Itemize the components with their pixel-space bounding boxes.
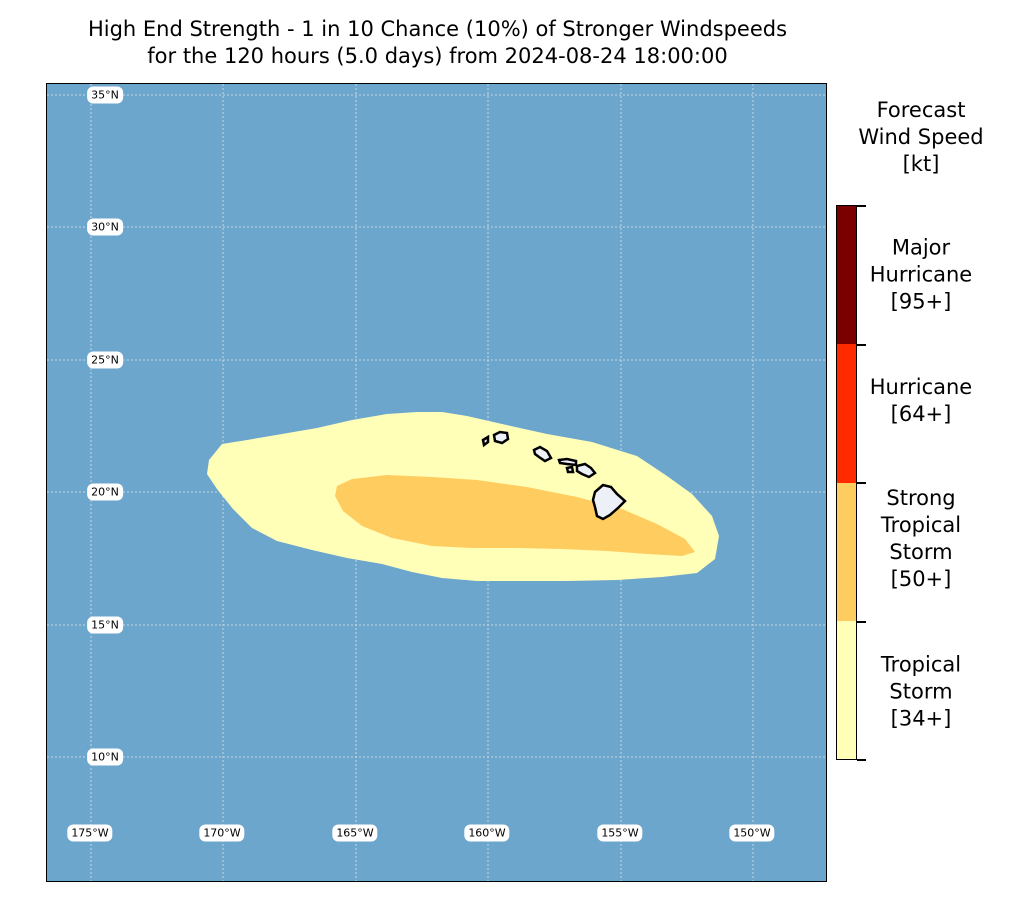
colorbar-title-line-3: [kt] [902,152,940,176]
lon-label-150w: 150°W [729,824,775,842]
colorbar-title-line-2: Wind Speed [858,125,984,149]
colorbar-title-line-1: Forecast [876,98,966,122]
title-line-2: for the 120 hours (5.0 days) from 2024-0… [147,44,728,68]
lat-label-35n: 35°N [87,86,123,104]
strong-tropical-storm-swath [335,475,695,556]
title-line-1: High End Strength - 1 in 10 Chance (10%)… [87,17,788,41]
lat-label-15n: 15°N [87,616,123,634]
colorbar-label-major-hurricane: Major Hurricane [95+] [869,235,973,314]
island-kauai [492,430,510,445]
colorbar-tick [857,482,866,484]
colorbar-segment-hurricane [837,344,856,483]
colorbar-segment-tropical-storm [837,620,856,759]
island-lanai [565,465,575,474]
colorbar-segment-major-hurricane [837,206,856,345]
colorbar [836,205,857,760]
map-title: High End Strength - 1 in 10 Chance (10%)… [0,16,875,70]
colorbar-label-hurricane: Hurricane [64+] [869,375,973,426]
island-maui [575,462,597,479]
colorbar-tick [857,759,866,761]
lat-label-10n: 10°N [87,748,123,766]
colorbar-label-strong-tropical-storm: Strong Tropical Storm [50+] [880,486,962,591]
colorbar-label-tropical-storm: Tropical Storm [34+] [880,652,962,731]
lat-label-20n: 20°N [87,483,123,501]
colorbar-tick [857,621,866,623]
hawaiian-islands [481,430,627,521]
lon-label-165w: 165°W [332,824,378,842]
colorbar-title: Forecast Wind Speed [kt] [830,97,1012,178]
map-canvas [47,84,826,881]
lon-label-170w: 170°W [199,824,245,842]
colorbar-tick [857,205,866,207]
lon-label-175w: 175°W [67,824,113,842]
lat-label-25n: 25°N [87,351,123,369]
lon-label-155w: 155°W [597,824,643,842]
island-molokai [557,457,578,467]
colorbar-tick [857,344,866,346]
island-big-island [591,483,627,521]
island-niihau [481,434,490,448]
map-panel[interactable] [46,83,827,882]
colorbar-segment-strong-tropical-storm [837,482,856,621]
lat-label-30n: 30°N [87,218,123,236]
lon-label-160w: 160°W [464,824,510,842]
island-oahu [532,445,553,463]
